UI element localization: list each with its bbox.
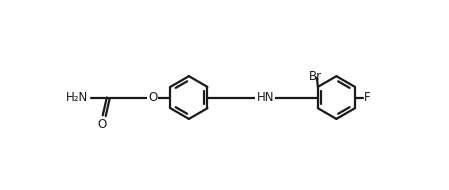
Text: O: O: [97, 118, 107, 131]
Text: H₂N: H₂N: [66, 91, 88, 104]
Text: HN: HN: [256, 91, 274, 104]
Text: F: F: [364, 91, 371, 104]
Text: O: O: [148, 91, 157, 104]
Text: Br: Br: [309, 70, 322, 83]
